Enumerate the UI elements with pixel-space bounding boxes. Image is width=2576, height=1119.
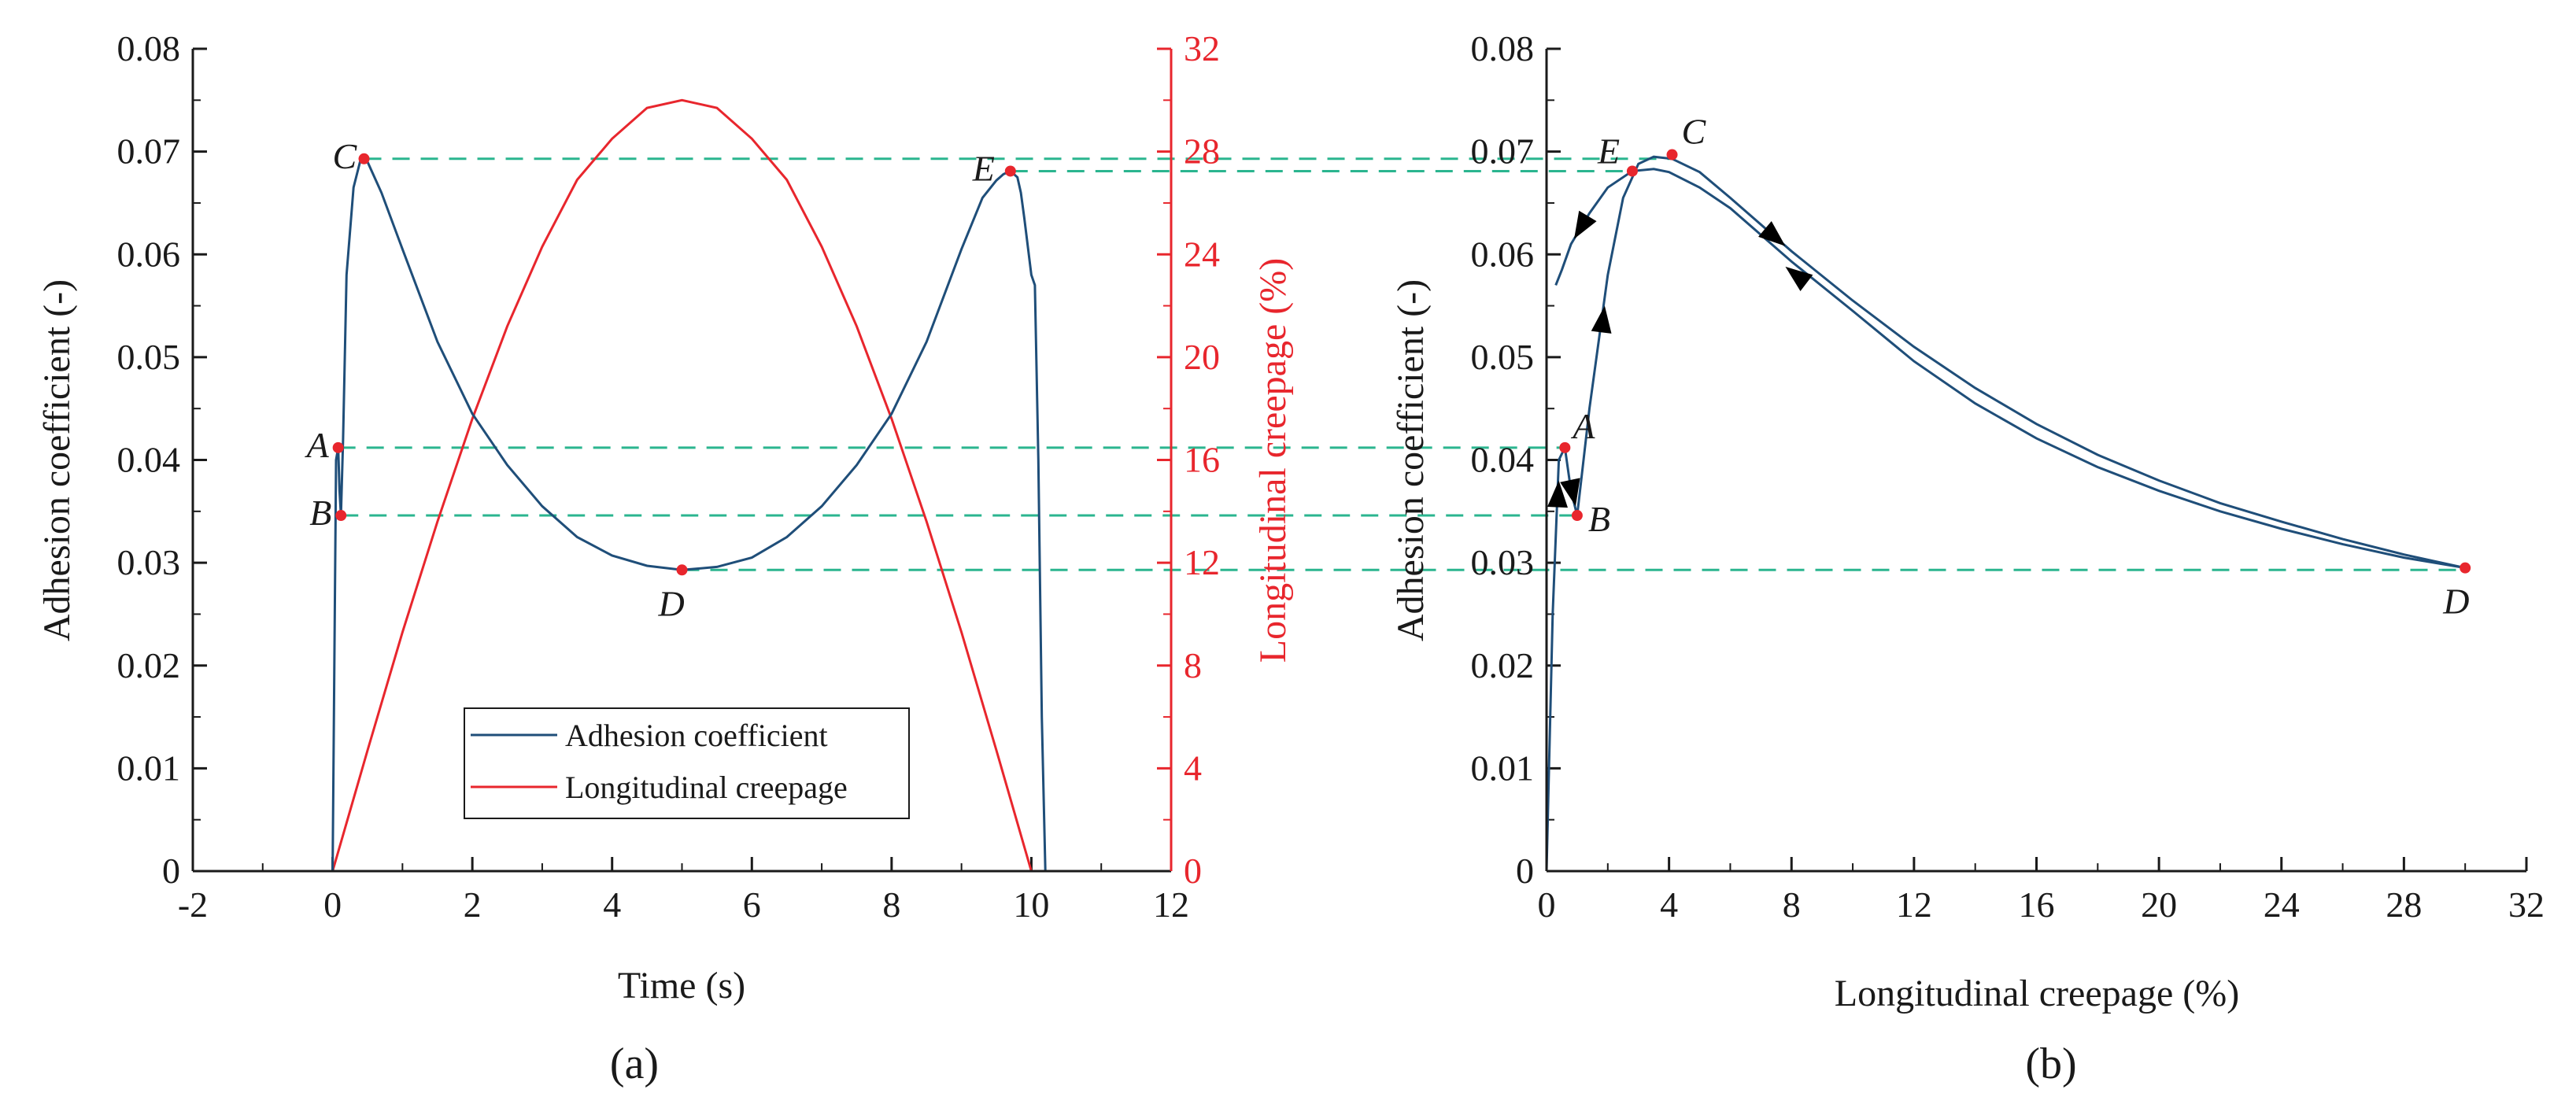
panel-label-b: (b)	[2025, 1040, 2076, 1088]
a-y2-tick-label: 0	[1184, 851, 1202, 891]
a-y-tick-label: 0.08	[117, 28, 181, 68]
point-marker-d	[676, 564, 688, 576]
b-series	[1545, 155, 2466, 872]
panel-label-a: (a)	[610, 1040, 659, 1088]
a-x-tick-label: 6	[743, 884, 761, 925]
b-y-tick-label: 0.03	[1471, 542, 1535, 582]
legend-label-creepage: Longitudinal creepage	[565, 770, 848, 805]
legend: Adhesion coefficient Longitudinal creepa…	[464, 707, 910, 819]
a-x-tick-label: 12	[1153, 884, 1189, 925]
a-y2-tick-label: 32	[1184, 28, 1220, 68]
series-unloading-branch	[1554, 168, 2466, 570]
point-label-e: E	[1597, 131, 1620, 171]
b-ticks: 0 4 8 12 16 20 24 28 32 0 0.01 0.02 0.03 0.04 0.05 0.06…	[1471, 28, 2545, 925]
a-ticks: -2 0 2 4 6 8 10 1200.010.020.030.040.050.060.07…	[117, 28, 1221, 925]
a-y-tick-label: 0.05	[117, 337, 181, 377]
a-y-tick-label: 0.06	[117, 234, 181, 274]
point-marker-c	[358, 153, 370, 164]
b-points: A B C D E	[1559, 112, 2471, 622]
point-marker-b	[335, 510, 347, 522]
direction-arrow	[1591, 305, 1612, 334]
point-marker-a	[332, 441, 344, 453]
a-y-tick-label: 0.01	[117, 748, 181, 788]
a-y-tick-label: 0.02	[117, 645, 181, 685]
a-x-tick-label: 4	[603, 884, 621, 925]
b-y-tick-label: 0.08	[1471, 28, 1535, 68]
b-ylabel: Adhesion coefficient (-)	[1390, 279, 1432, 641]
point-label-b: B	[309, 493, 331, 533]
a-x-tick-label: 2	[464, 884, 482, 925]
point-label-c: C	[333, 136, 358, 176]
point-label-c: C	[1682, 112, 1707, 152]
b-y-tick-label: 0.06	[1471, 234, 1535, 274]
b-y-tick-label: 0	[1516, 851, 1534, 891]
a-y2-tick-label: 4	[1184, 748, 1202, 788]
a-y2-tick-label: 12	[1184, 542, 1220, 582]
guide-lines	[338, 157, 2466, 571]
b-y-tick-label: 0.07	[1471, 131, 1535, 172]
point-label-d: D	[2442, 582, 2469, 622]
a-y-tick-label: 0.04	[117, 440, 181, 480]
a-points: AB C D E	[305, 136, 1016, 623]
series-loading-branch	[1545, 155, 2466, 872]
a-y-tick-label: 0	[162, 851, 180, 891]
a-y-tick-label: 0.07	[117, 131, 181, 172]
a-y2-tick-label: 24	[1184, 234, 1220, 274]
b-x-tick-label: 12	[1896, 884, 1932, 925]
b-y-tick-label: 0.05	[1471, 337, 1535, 377]
a-x-tick-label: 8	[882, 884, 900, 925]
point-label-a: A	[1570, 406, 1595, 446]
b-x-tick-label: 32	[2508, 884, 2545, 925]
point-label-d: D	[658, 583, 685, 623]
a-y2-tick-label: 28	[1184, 131, 1220, 172]
a-y2label: Longitudinal creepage (%)	[1252, 258, 1294, 663]
direction-arrow	[1758, 220, 1786, 246]
a-y2-tick-label: 20	[1184, 337, 1220, 377]
legend-box	[464, 707, 910, 819]
a-x-tick-label: 10	[1013, 884, 1049, 925]
point-marker-a	[1559, 441, 1571, 453]
a-x-tick-label: -2	[178, 884, 208, 925]
b-direction-arrows	[1547, 210, 1813, 508]
point-marker-b	[1571, 510, 1583, 522]
chart-panel-a: -2 0 2 4 6 8 10 1200.010.020.030.040.050.060.07…	[36, 28, 1294, 1088]
b-y-tick-label: 0.04	[1471, 440, 1535, 480]
b-y-tick-label: 0.02	[1471, 645, 1535, 685]
b-x-tick-label: 8	[1783, 884, 1801, 925]
point-label-b: B	[1588, 499, 1610, 539]
b-x-tick-label: 4	[1660, 884, 1678, 925]
series-longitudinal-creepage	[193, 98, 1171, 873]
point-marker-e	[1004, 165, 1016, 177]
direction-arrow	[1574, 210, 1597, 239]
a-ylabel: Adhesion coefficient (-)	[36, 279, 78, 641]
b-xlabel: Longitudinal creepage (%)	[1835, 973, 2239, 1014]
b-x-tick-label: 16	[2019, 884, 2055, 925]
a-y-tick-label: 0.03	[117, 542, 181, 582]
direction-arrow	[1785, 266, 1813, 291]
b-y-tick-label: 0.01	[1471, 748, 1535, 788]
point-label-e: E	[972, 148, 995, 188]
a-y2-tick-label: 16	[1184, 440, 1220, 480]
point-marker-c	[1666, 149, 1678, 161]
b-x-tick-label: 0	[1538, 884, 1556, 925]
a-xlabel: Time (s)	[618, 965, 745, 1006]
a-x-tick-label: 0	[323, 884, 342, 925]
point-label-a: A	[305, 425, 330, 465]
direction-arrow	[1547, 480, 1568, 508]
direction-arrow	[1560, 478, 1580, 507]
point-marker-d	[2460, 562, 2471, 574]
chart-panel-b: 0 4 8 12 16 20 24 28 32 0 0.01 0.02 0.03 0.04 0.05 0.06…	[1390, 28, 2545, 1088]
b-x-tick-label: 24	[2264, 884, 2300, 925]
legend-label-adhesion: Adhesion coefficient	[565, 718, 828, 753]
a-y2-tick-label: 8	[1184, 645, 1202, 685]
point-marker-e	[1626, 165, 1638, 177]
b-x-tick-label: 20	[2141, 884, 2177, 925]
b-x-tick-label: 28	[2386, 884, 2422, 925]
